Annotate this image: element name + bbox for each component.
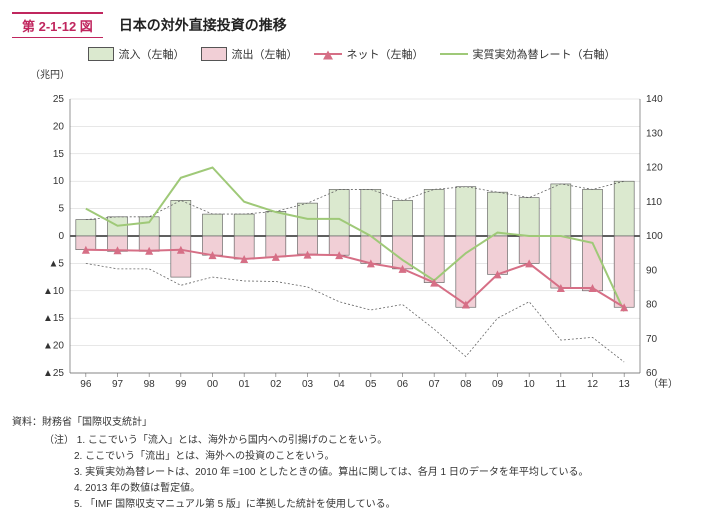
svg-text:80: 80	[646, 300, 658, 311]
source-line: 資料：財務省「国際収支統計」	[12, 415, 691, 431]
svg-text:15: 15	[52, 149, 64, 160]
svg-text:0: 0	[58, 231, 64, 242]
svg-text:25: 25	[52, 94, 64, 105]
note-line: 2. ここでいう「流出」とは、海外への投資のことをいう。	[44, 449, 691, 465]
svg-text:00: 00	[206, 379, 218, 390]
note-line: 3. 実質実効為替レートは、2010 年 =100 としたときの値。算出に関して…	[44, 465, 691, 481]
svg-text:04: 04	[333, 379, 345, 390]
svg-text:10: 10	[52, 176, 64, 187]
legend: 流入（左軸） 流出（左軸） ネット（左軸） 実質実効為替レート（右軸）	[12, 46, 691, 62]
net-line-icon	[314, 53, 342, 55]
svg-text:03: 03	[301, 379, 313, 390]
note-line: 5. 「IMF 国際収支マニュアル第 5 版」に準拠した統計を使用している。	[44, 497, 691, 513]
legend-inflow: 流入（左軸）	[88, 46, 185, 62]
svg-text:140: 140	[646, 94, 663, 105]
svg-text:▲15: ▲15	[42, 313, 63, 324]
figure-tag: 第 2-1-12 図	[12, 12, 103, 38]
inflow-swatch-icon	[88, 47, 114, 61]
svg-text:13: 13	[618, 379, 630, 390]
svg-text:100: 100	[646, 231, 663, 242]
svg-text:99: 99	[175, 379, 187, 390]
note-line: 4. 2013 年の数値は暫定値。	[44, 481, 691, 497]
outflow-swatch-icon	[201, 47, 227, 61]
notes-block: （注） 1. ここでいう「流入」とは、海外から国内への引揚げのことをいう。 2.…	[12, 433, 691, 513]
legend-reer: 実質実効為替レート（右軸）	[440, 46, 616, 62]
chart-svg: 2520151050▲5▲10▲15▲20▲251401301201101009…	[22, 81, 682, 401]
svg-text:01: 01	[238, 379, 250, 390]
chart: 2520151050▲5▲10▲15▲20▲251401301201101009…	[22, 81, 682, 401]
svg-text:98: 98	[143, 379, 155, 390]
svg-text:20: 20	[52, 121, 64, 132]
svg-text:97: 97	[111, 379, 123, 390]
svg-text:07: 07	[428, 379, 440, 390]
footnotes: 資料：財務省「国際収支統計」 （注） 1. ここでいう「流入」とは、海外から国内…	[12, 415, 691, 513]
svg-text:70: 70	[646, 334, 658, 345]
svg-text:▲5: ▲5	[48, 258, 64, 269]
svg-text:▲25: ▲25	[42, 368, 63, 379]
note-line: （注） 1. ここでいう「流入」とは、海外から国内への引揚げのことをいう。	[44, 433, 691, 449]
svg-text:06: 06	[396, 379, 408, 390]
svg-text:110: 110	[646, 197, 662, 208]
svg-text:12: 12	[586, 379, 598, 390]
svg-text:05: 05	[365, 379, 377, 390]
legend-outflow-label: 流出（左軸）	[232, 46, 298, 62]
reer-line-icon	[440, 53, 468, 55]
svg-text:（年）: （年）	[648, 377, 678, 390]
svg-text:11: 11	[555, 379, 566, 390]
svg-text:96: 96	[80, 379, 92, 390]
legend-reer-label: 実質実効為替レート（右軸）	[473, 46, 616, 62]
legend-outflow: 流出（左軸）	[201, 46, 298, 62]
svg-text:09: 09	[491, 379, 503, 390]
y-left-unit: （兆円）	[30, 66, 691, 81]
svg-text:130: 130	[646, 128, 663, 139]
svg-text:5: 5	[58, 204, 64, 215]
svg-text:60: 60	[646, 368, 658, 379]
svg-text:▲20: ▲20	[42, 341, 63, 352]
svg-text:90: 90	[646, 265, 658, 276]
legend-net-label: ネット（左軸）	[347, 46, 424, 62]
legend-inflow-label: 流入（左軸）	[119, 46, 185, 62]
legend-net: ネット（左軸）	[314, 46, 424, 62]
svg-text:▲10: ▲10	[42, 286, 63, 297]
figure-title: 日本の対外直接投資の推移	[119, 15, 287, 35]
svg-text:02: 02	[270, 379, 282, 390]
svg-text:10: 10	[523, 379, 535, 390]
svg-text:08: 08	[460, 379, 472, 390]
svg-text:120: 120	[646, 163, 663, 174]
figure-header: 第 2-1-12 図 日本の対外直接投資の推移	[12, 12, 691, 38]
